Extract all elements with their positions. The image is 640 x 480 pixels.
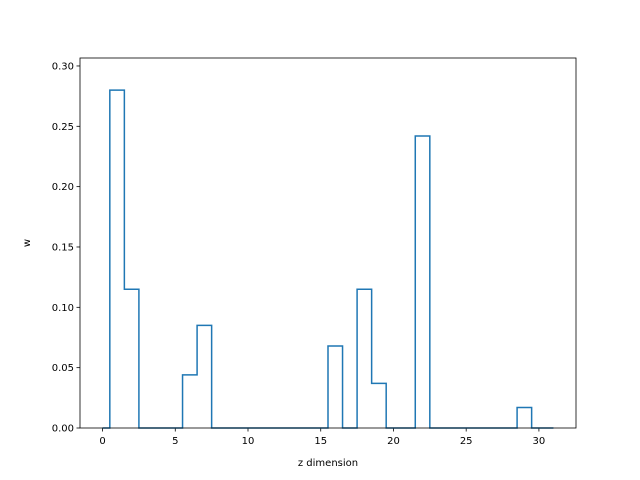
y-axis-label: w [22,239,33,247]
y-tick-label: 0.00 [52,424,74,435]
y-tick-label: 0.15 [52,242,74,253]
x-tick-label: 25 [460,436,473,447]
x-tick-label: 10 [242,436,255,447]
y-axis-ticks: 0.00 0.05 0.10 0.15 0.20 0.25 0.30 [52,61,80,435]
x-tick-label: 0 [99,436,105,447]
y-tick-label: 0.25 [52,122,74,133]
y-tick-label: 0.10 [52,303,74,314]
x-tick-label: 15 [314,436,327,447]
y-tick-label: 0.20 [52,182,74,193]
x-tick-label: 20 [387,436,400,447]
y-tick-label: 0.05 [52,363,74,374]
y-tick-label: 0.30 [52,61,74,72]
plot-frame [79,57,577,429]
x-tick-label: 30 [533,436,546,447]
x-axis-label: z dimension [298,458,358,469]
x-tick-label: 5 [172,436,178,447]
